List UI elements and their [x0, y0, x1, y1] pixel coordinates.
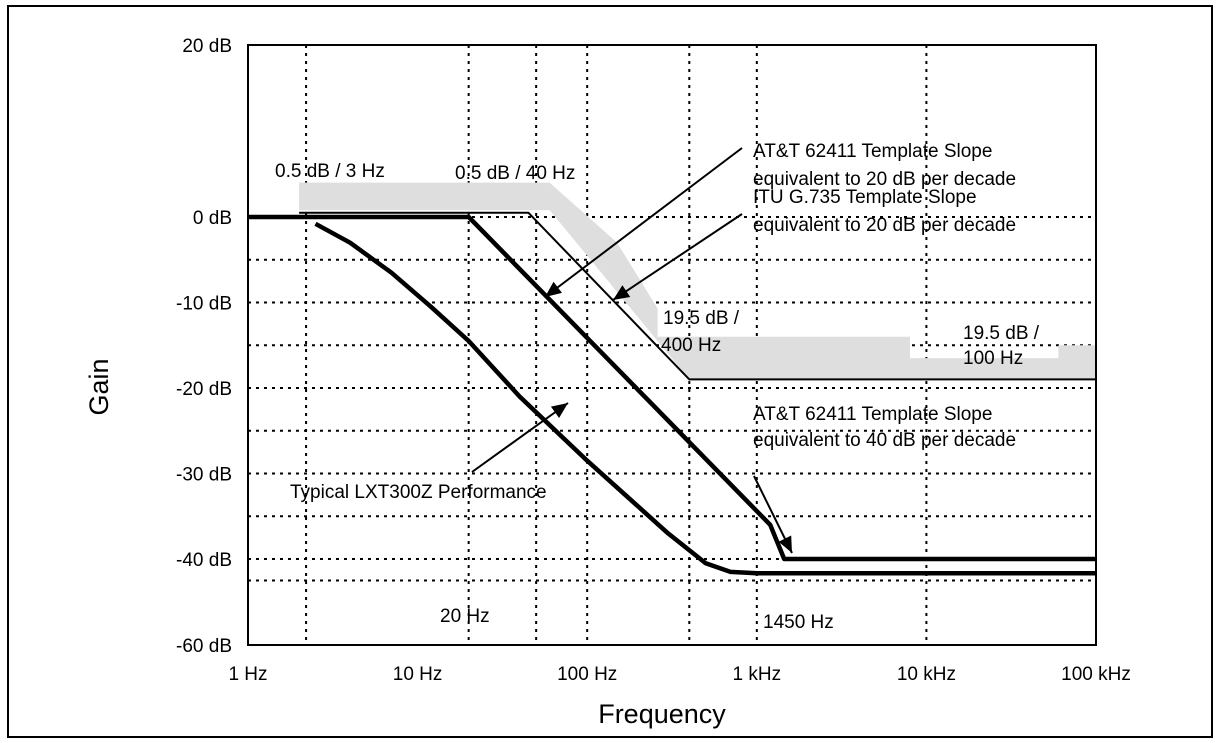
plot-area: [247, 44, 1097, 646]
x-tick-label-5: 100 kHz: [1061, 664, 1131, 685]
arrow-0: [544, 147, 743, 298]
y-tick-label-6: -60 dB: [176, 636, 232, 657]
y-tick-label-4: -30 dB: [176, 465, 232, 486]
axis-tick-labels: 1 Hz 10 Hz 100 Hz 1 kHz 10 kHz 100 kHz 20 dB 0 …: [176, 36, 1131, 685]
annotation-13: 20 Hz: [440, 606, 490, 627]
annotation-1: 0.5 dB / 40 Hz: [455, 163, 575, 184]
x-tick-label-4: 10 kHz: [897, 664, 956, 685]
y-tick-label-2: -10 dB: [176, 294, 232, 315]
x-axis-title: Frequency: [598, 699, 726, 729]
template-mask-area: [299, 182, 1096, 380]
y-tick-label-1: 0 dB: [193, 208, 232, 229]
annotation-arrows: [471, 147, 793, 554]
annotation-3: equivalent to 20 dB per decade: [753, 169, 1016, 190]
series-lines: [248, 211, 1096, 576]
arrow-2: [753, 475, 793, 554]
annotations: 0.5 dB / 3 Hz 0.5 dB / 40 Hz AT&T 62411 …: [275, 141, 1040, 633]
annotation-10: AT&T 62411 Template Slope: [753, 404, 992, 425]
arrow-head-3: [550, 403, 568, 419]
template-edge-line: [299, 211, 1096, 381]
annotation-0: 0.5 dB / 3 Hz: [275, 161, 385, 182]
arrow-3: [471, 402, 569, 473]
x-tick-label-2: 100 Hz: [557, 664, 617, 685]
arrow-1: [612, 213, 743, 301]
arrow-shaft-1: [612, 213, 743, 301]
annotation-7: 400 Hz: [661, 335, 721, 356]
annotation-11: equivalent to 40 dB per decade: [753, 430, 1016, 451]
annotation-8: 19.5 dB /: [963, 323, 1040, 344]
arrow-shaft-0: [544, 147, 743, 298]
arrow-shaft-3: [471, 402, 569, 473]
x-tick-label-1: 10 Hz: [393, 664, 443, 685]
template-mask: [299, 182, 1096, 380]
x-tick-label-3: 1 kHz: [733, 664, 782, 685]
annotation-2: AT&T 62411 Template Slope: [753, 141, 992, 162]
annotation-4: ITU G.735 Template Slope: [753, 187, 977, 208]
y-tick-label-5: -40 dB: [176, 550, 232, 571]
arrow-head-2: [778, 535, 792, 553]
x-tick-label-0: 1 Hz: [228, 664, 267, 685]
arrow-head-1: [613, 285, 631, 300]
y-axis-title: Gain: [84, 358, 114, 415]
series-line-1: [248, 214, 1096, 562]
y-tick-label-3: -20 dB: [176, 379, 232, 400]
annotation-5: equivalent to 20 dB per decade: [753, 215, 1016, 236]
annotation-9: 100 Hz: [963, 348, 1023, 369]
annotation-6: 19.5 dB /: [663, 308, 740, 329]
annotation-14: 1450 Hz: [763, 612, 834, 633]
annotation-12: Typical LXT300Z Performance: [290, 482, 547, 503]
arrow-head-0: [545, 281, 562, 297]
series-line-0: [314, 221, 1096, 576]
y-tick-label-0: 20 dB: [182, 36, 232, 57]
